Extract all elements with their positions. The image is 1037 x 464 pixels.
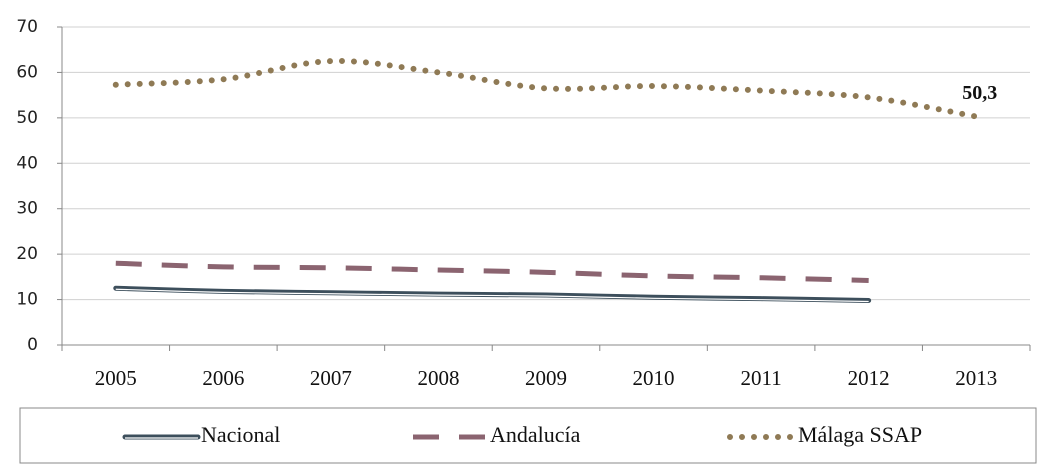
data-label: 50,3 xyxy=(962,82,997,104)
y-tick-label: 40 xyxy=(16,153,38,173)
x-tick-label: 2005 xyxy=(95,366,137,390)
x-tick-label: 2011 xyxy=(740,366,781,390)
x-tick-label: 2007 xyxy=(310,366,352,390)
legend-label: Andalucía xyxy=(490,422,581,447)
x-tick-label: 2009 xyxy=(525,366,567,390)
y-tick-label: 0 xyxy=(27,335,38,355)
y-tick-label: 30 xyxy=(16,199,38,219)
legend-label: Nacional xyxy=(201,422,280,447)
x-tick-label: 2012 xyxy=(848,366,890,390)
x-tick-label: 2013 xyxy=(955,366,997,390)
legend-label: Málaga SSAP xyxy=(798,422,922,447)
x-tick-label: 2008 xyxy=(417,366,459,390)
y-tick-label: 70 xyxy=(16,17,38,37)
y-tick-label: 20 xyxy=(16,244,38,264)
line-highlight xyxy=(115,288,869,303)
line-solid xyxy=(113,285,872,303)
line-dotted xyxy=(112,57,980,120)
x-tick-label: 2010 xyxy=(633,366,675,390)
y-tick-label: 50 xyxy=(16,108,38,128)
line-dashed xyxy=(115,260,869,283)
x-tick-label: 2006 xyxy=(202,366,244,390)
y-tick-label: 60 xyxy=(16,62,38,82)
y-tick-label: 10 xyxy=(16,290,38,310)
